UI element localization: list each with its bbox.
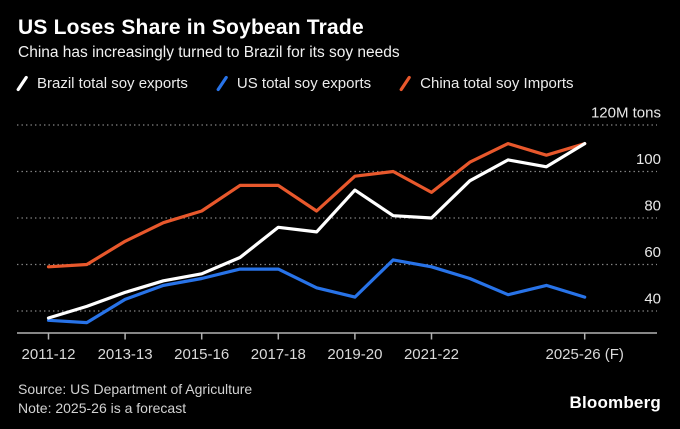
chart-subtitle: China has increasingly turned to Brazil … (18, 44, 400, 61)
x-axis-label: 2021-22 (404, 346, 459, 363)
legend-item-2: China total soy Imports (398, 75, 574, 92)
legend-label: Brazil total soy exports (37, 75, 188, 92)
legend-item-0: Brazil total soy exports (15, 75, 188, 92)
page-title: US Loses Share in Soybean Trade (18, 16, 364, 39)
series-line-china-total-soy-imports (46, 142, 587, 269)
y-axis-label-40: 40 (644, 291, 661, 308)
x-axis-label: 2025-26 (F) (546, 346, 624, 363)
chart-legend: Brazil total soy exports US total soy exp… (15, 75, 574, 92)
legend-slash-icon (16, 75, 28, 92)
chart-footer: Source: US Department of Agriculture Not… (18, 380, 252, 418)
legend-item-1: US total soy exports (215, 75, 371, 92)
legend-slash-icon (399, 75, 411, 92)
legend-label: US total soy exports (236, 75, 372, 92)
y-axis-label-60: 60 (644, 244, 661, 261)
bloomberg-logo: Bloomberg (569, 393, 661, 412)
x-axis-label: 2011-12 (22, 346, 76, 363)
legend-slash-icon (216, 75, 228, 92)
series-line-us-total-soy-exports (46, 258, 587, 325)
y-axis-label-120: 120M tons (591, 105, 661, 122)
series-line-brazil-total-soy-exports (46, 142, 587, 320)
y-axis-label-80: 80 (644, 198, 661, 215)
x-axis-label: 2019-20 (327, 346, 382, 363)
x-axis-label: 2017-18 (251, 346, 306, 363)
legend-label: China total soy Imports (420, 75, 574, 92)
source-note: Source: US Department of Agriculture (18, 381, 253, 397)
y-axis-label-100: 100 (636, 151, 661, 168)
x-axis-label: 2015-16 (174, 346, 229, 363)
x-axis-label: 2013-13 (98, 346, 153, 363)
forecast-note: Note: 2025-26 is a forecast (18, 400, 187, 416)
